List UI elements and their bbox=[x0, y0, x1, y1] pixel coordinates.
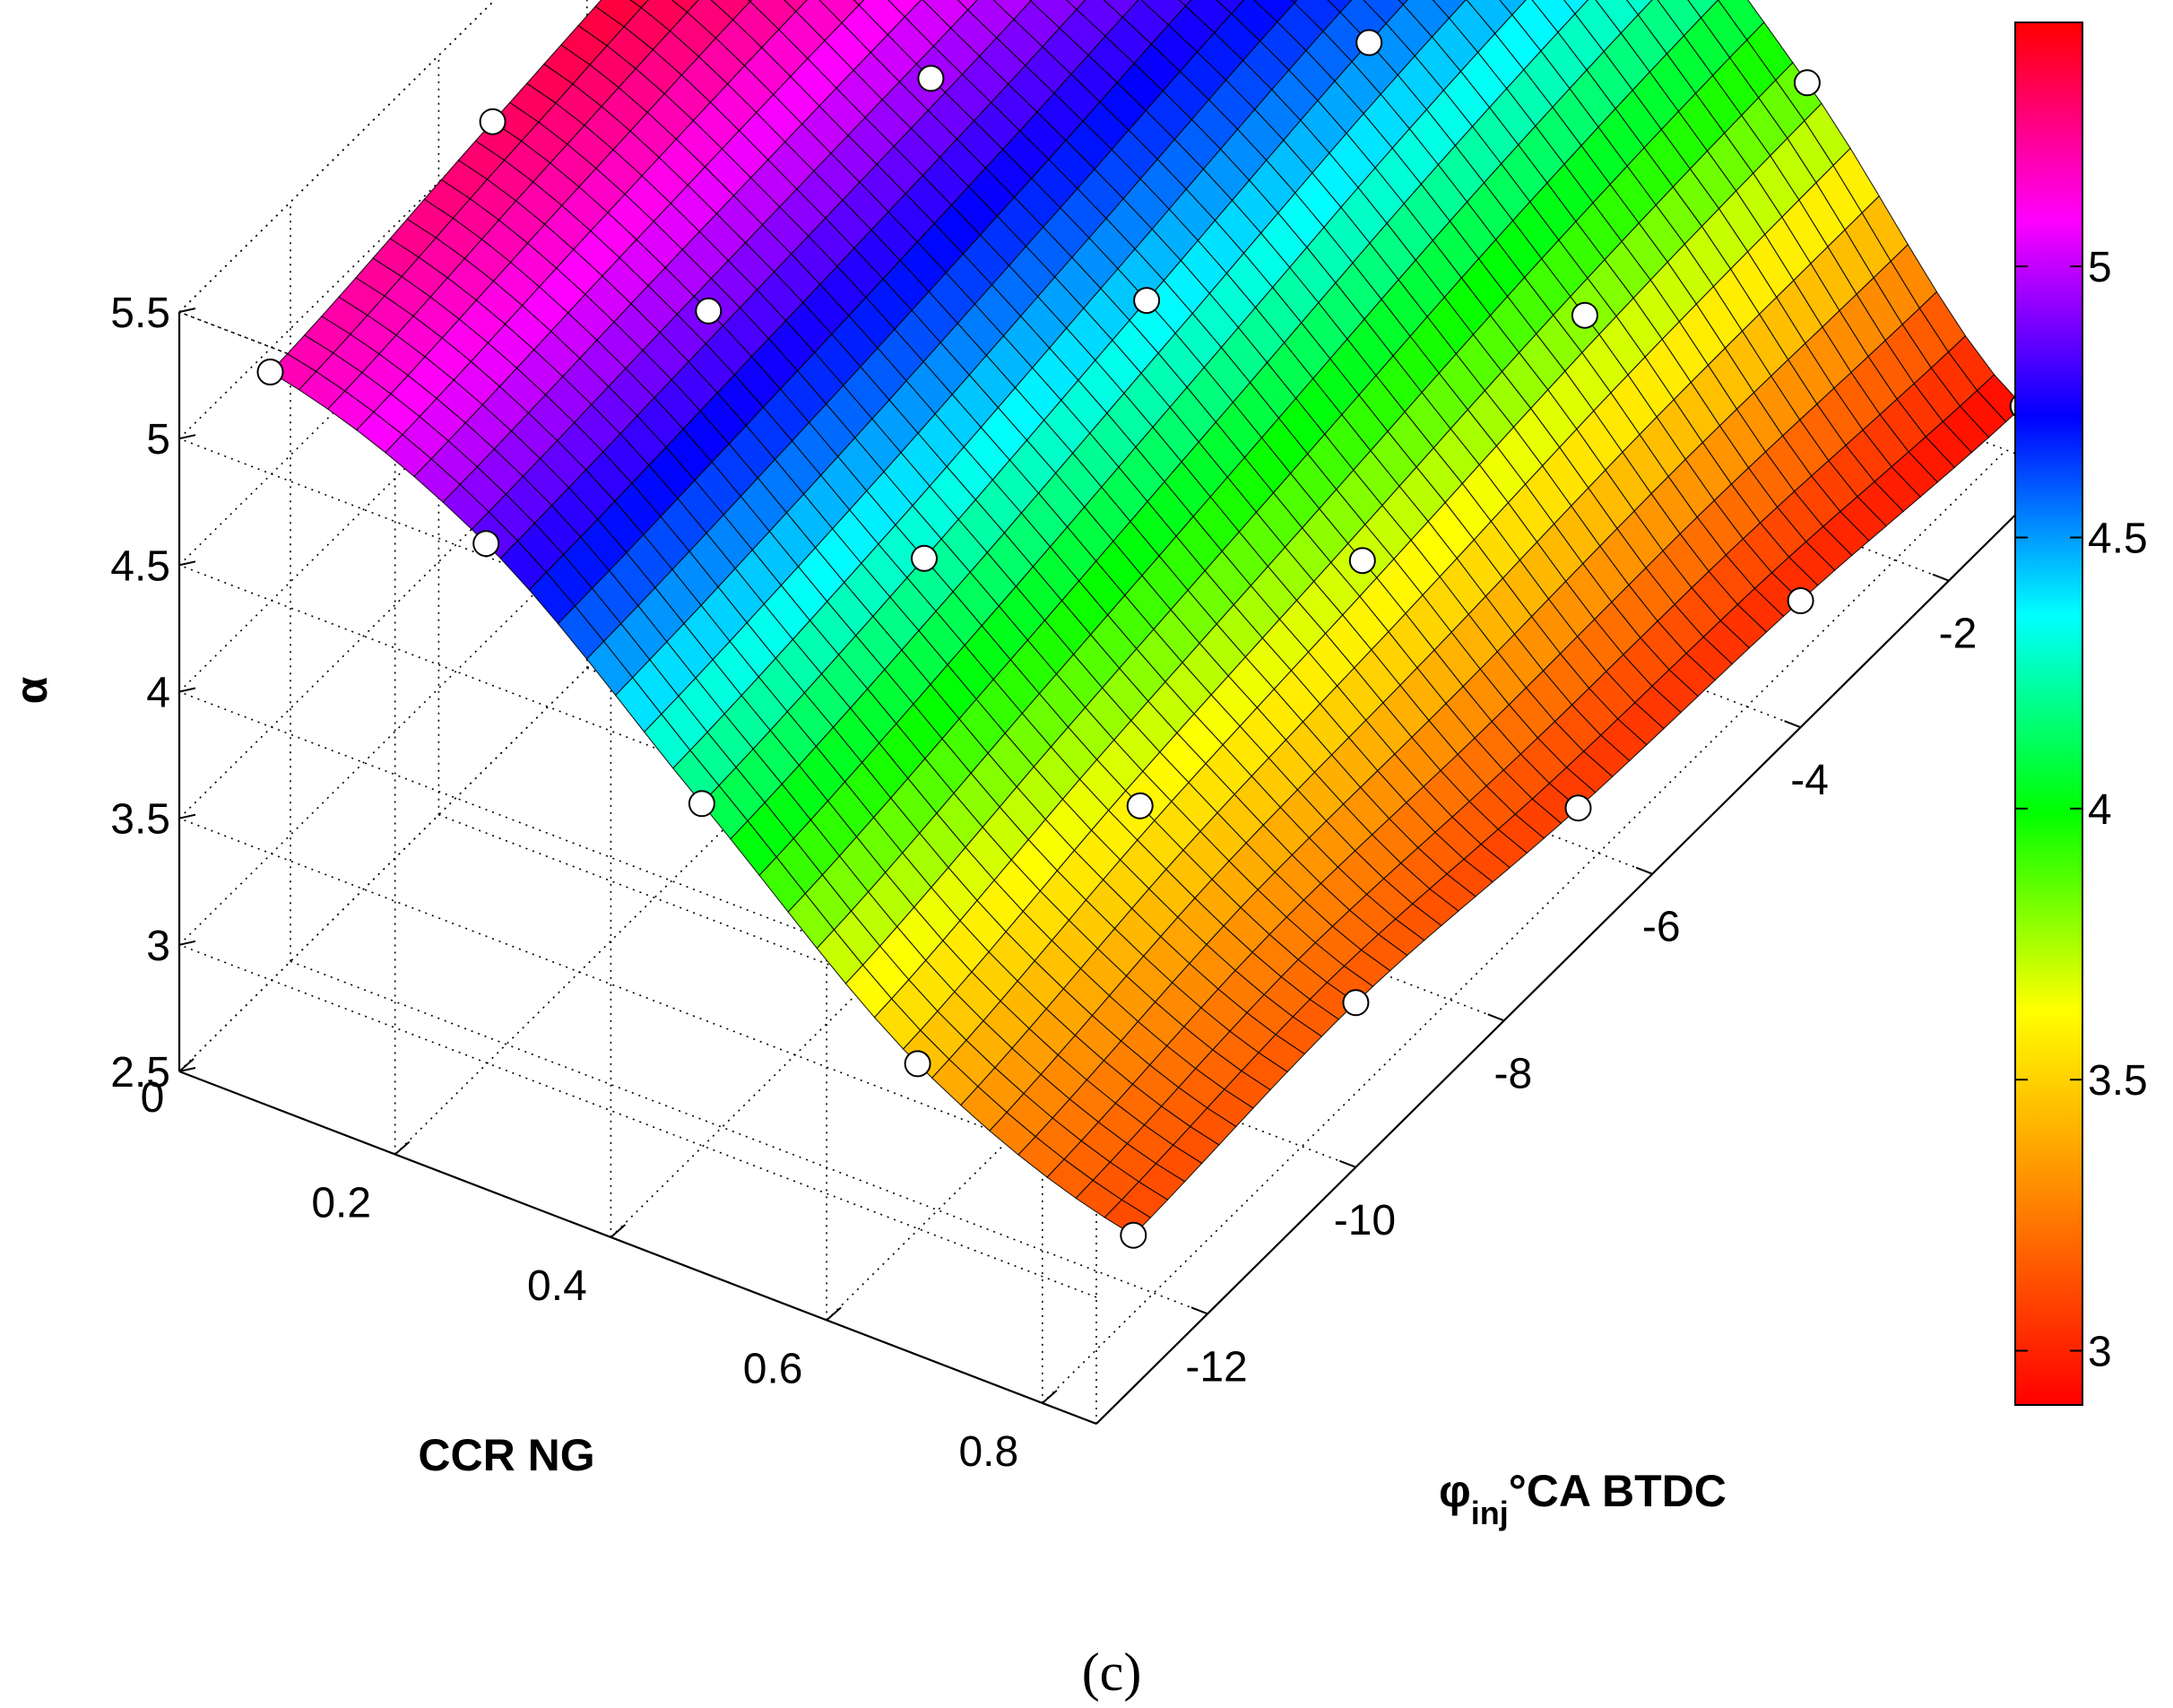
colorbar-tick-label: 5 bbox=[2088, 244, 2112, 291]
data-point bbox=[1133, 287, 1161, 315]
data-point bbox=[1120, 1221, 1147, 1249]
colorbar-tick-label: 4 bbox=[2088, 786, 2112, 834]
x-tick-label: 0.4 bbox=[527, 1262, 587, 1310]
z-tick-label: 4.5 bbox=[110, 542, 170, 590]
y-tick-label: -10 bbox=[1334, 1197, 1396, 1244]
z-tick-label: 3.5 bbox=[110, 796, 170, 844]
y-axis-title-unit: °CA BTDC bbox=[1509, 1466, 1727, 1516]
y-tick-mark bbox=[1190, 1306, 1208, 1315]
colorbar-tick-label: 4.5 bbox=[2088, 515, 2148, 562]
z-tick-mark bbox=[178, 813, 196, 819]
data-point bbox=[1787, 587, 1814, 614]
y-tick-mark bbox=[1339, 1159, 1356, 1168]
y-axis-line bbox=[1095, 470, 2061, 1425]
x-tick-mark bbox=[610, 1224, 627, 1238]
y-tick-mark bbox=[1487, 1013, 1505, 1022]
z-tick-mark bbox=[178, 940, 196, 946]
data-point bbox=[688, 790, 715, 818]
x-tick-label: 0.2 bbox=[311, 1179, 371, 1227]
data-point bbox=[904, 1050, 931, 1078]
data-point bbox=[1355, 29, 1383, 56]
surface-patch bbox=[853, 0, 865, 6]
z-tick-label: 4 bbox=[146, 670, 170, 717]
z-tick-mark bbox=[178, 434, 196, 440]
data-point bbox=[695, 297, 723, 325]
x-axis-title: CCR NG bbox=[418, 1430, 594, 1480]
colorbar-tick-label: 3.5 bbox=[2088, 1057, 2148, 1105]
y-tick-label: -4 bbox=[1790, 757, 1829, 804]
x-tick-mark bbox=[394, 1140, 411, 1156]
y-tick-mark bbox=[1635, 866, 1653, 875]
x-tick-mark bbox=[826, 1306, 842, 1322]
data-point bbox=[472, 530, 500, 558]
data-point bbox=[911, 544, 938, 572]
surface-patch bbox=[1178, 0, 1192, 7]
z-tick-mark bbox=[178, 560, 196, 567]
z-tick-label: 3 bbox=[146, 923, 170, 970]
colorbar bbox=[2014, 22, 2083, 1406]
colorbar-tick-label: 3 bbox=[2088, 1329, 2112, 1376]
data-point bbox=[479, 108, 506, 135]
y-axis-title-symbol: φ bbox=[1439, 1466, 1471, 1516]
y-tick-mark bbox=[1932, 573, 1950, 582]
surface-patch bbox=[1398, 0, 1408, 6]
x-axis-line bbox=[178, 1070, 1097, 1426]
x-tick-label: 0.6 bbox=[743, 1345, 803, 1392]
z-tick-mark bbox=[178, 1067, 196, 1072]
grid-line-y-floor bbox=[290, 960, 1208, 1315]
data-point bbox=[1126, 792, 1154, 819]
x-tick-label: 0 bbox=[141, 1074, 165, 1122]
z-axis-title: α bbox=[6, 676, 56, 704]
data-point bbox=[1342, 989, 1370, 1017]
x-tick-label: 0.8 bbox=[958, 1428, 1018, 1476]
z-tick-label: 5.5 bbox=[110, 290, 170, 337]
data-point bbox=[1564, 794, 1592, 822]
x-tick-mark bbox=[178, 1058, 195, 1072]
data-point bbox=[256, 358, 284, 386]
z-tick-label: 5 bbox=[146, 416, 170, 464]
figure-caption: (c) bbox=[1082, 1643, 1142, 1702]
z-tick-mark bbox=[178, 308, 196, 313]
y-tick-mark bbox=[1784, 720, 1801, 729]
z-tick-mark bbox=[178, 687, 196, 693]
surface-mesh bbox=[269, 0, 2024, 1236]
data-point bbox=[1793, 69, 1821, 97]
y-axis-title: φinj°CA BTDC bbox=[1439, 1466, 1727, 1531]
data-point bbox=[1571, 301, 1598, 329]
z-tick-label: 2.5 bbox=[110, 1049, 170, 1097]
colorbar-ticks: 3 3.5 4 4.5 5 bbox=[2015, 244, 2148, 1376]
y-axis-title-subscript: inj bbox=[1471, 1495, 1509, 1531]
data-point bbox=[1348, 547, 1376, 575]
axes: 2.5 3 3.5 4 4.5 5 5.5 0 0.2 0.4 0.6 0.8 -12 -10 -8 -6 -4… bbox=[110, 290, 2061, 1476]
y-tick-label: -8 bbox=[1493, 1050, 1532, 1097]
x-tick-mark bbox=[1042, 1390, 1058, 1404]
y-tick-label: -12 bbox=[1185, 1343, 1247, 1391]
data-point bbox=[917, 65, 945, 92]
y-tick-label: -2 bbox=[1939, 611, 1978, 658]
y-tick-label: -6 bbox=[1642, 904, 1681, 951]
